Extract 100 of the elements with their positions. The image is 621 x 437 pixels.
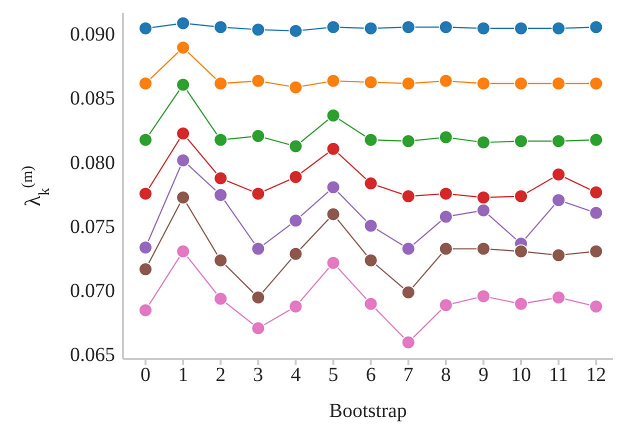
point bbox=[552, 290, 566, 304]
x-tick-label: 4 bbox=[290, 364, 301, 386]
point bbox=[364, 132, 378, 147]
x-axis-title: Bootstrap bbox=[329, 400, 407, 422]
y-tick-label: 0.080 bbox=[70, 152, 115, 174]
point bbox=[364, 75, 378, 90]
point bbox=[214, 20, 228, 34]
point bbox=[476, 190, 490, 205]
y-tick-label: 0.085 bbox=[70, 88, 115, 110]
point bbox=[552, 76, 566, 90]
point bbox=[401, 134, 416, 148]
x-tick-label: 3 bbox=[253, 364, 264, 386]
point bbox=[326, 20, 340, 34]
point bbox=[138, 132, 153, 147]
point bbox=[288, 214, 303, 228]
point bbox=[364, 253, 378, 268]
y-tick-label: 0.065 bbox=[70, 344, 115, 366]
point bbox=[326, 142, 340, 156]
point bbox=[514, 21, 528, 36]
point bbox=[514, 296, 528, 311]
point bbox=[326, 108, 340, 123]
point bbox=[364, 176, 378, 190]
point bbox=[401, 20, 416, 34]
point bbox=[438, 298, 453, 312]
point bbox=[288, 299, 303, 314]
point bbox=[176, 16, 190, 30]
point bbox=[214, 253, 228, 268]
point bbox=[552, 134, 566, 148]
point bbox=[214, 76, 228, 90]
point bbox=[176, 40, 190, 55]
point bbox=[589, 20, 604, 34]
x-tick-label: 2 bbox=[216, 364, 226, 386]
point bbox=[176, 153, 190, 168]
point bbox=[214, 171, 228, 186]
x-tick-label: 11 bbox=[548, 364, 568, 386]
point bbox=[288, 80, 303, 94]
point bbox=[438, 210, 453, 224]
point bbox=[251, 74, 266, 88]
point bbox=[251, 242, 266, 256]
x-tick-label: 7 bbox=[403, 364, 414, 386]
point bbox=[514, 76, 528, 90]
x-tick-label: 9 bbox=[478, 364, 488, 386]
point bbox=[214, 292, 228, 306]
point bbox=[476, 242, 490, 256]
point bbox=[438, 242, 453, 256]
point bbox=[476, 203, 490, 218]
point bbox=[138, 76, 153, 90]
point bbox=[401, 189, 416, 204]
point bbox=[326, 256, 340, 270]
point bbox=[288, 170, 303, 184]
x-tick-label: 0 bbox=[140, 364, 151, 386]
point bbox=[401, 285, 416, 300]
point bbox=[552, 21, 566, 36]
point bbox=[476, 135, 490, 150]
point bbox=[176, 244, 190, 258]
point bbox=[438, 20, 453, 34]
point bbox=[138, 262, 153, 276]
point bbox=[138, 186, 153, 201]
point bbox=[401, 76, 416, 90]
point bbox=[176, 190, 190, 205]
point bbox=[589, 299, 604, 314]
point bbox=[251, 321, 266, 336]
point bbox=[476, 289, 490, 304]
x-tick-label: 1 bbox=[178, 364, 188, 386]
x-tick-label: 12 bbox=[586, 364, 606, 386]
point bbox=[514, 134, 528, 148]
point bbox=[514, 244, 528, 258]
x-tick-label: 6 bbox=[366, 364, 376, 386]
y-tick-label: 0.090 bbox=[70, 24, 115, 46]
point bbox=[364, 218, 378, 233]
point bbox=[288, 139, 303, 154]
point bbox=[364, 296, 378, 311]
point bbox=[589, 244, 604, 258]
point bbox=[552, 248, 566, 262]
point bbox=[401, 335, 416, 350]
x-tick-label: 10 bbox=[511, 364, 532, 386]
point bbox=[214, 132, 228, 147]
point bbox=[288, 24, 303, 38]
point bbox=[589, 185, 604, 200]
point bbox=[438, 130, 453, 144]
point bbox=[138, 303, 153, 318]
y-tick-label: 0.075 bbox=[70, 216, 115, 238]
point bbox=[589, 132, 604, 147]
point bbox=[288, 246, 303, 261]
point bbox=[326, 180, 340, 194]
point bbox=[589, 206, 604, 220]
point bbox=[552, 167, 566, 182]
point bbox=[401, 242, 416, 256]
y-tick-label: 0.070 bbox=[70, 280, 115, 302]
point bbox=[251, 290, 266, 304]
point bbox=[552, 193, 566, 208]
point bbox=[176, 126, 190, 140]
point bbox=[251, 22, 266, 37]
point bbox=[214, 188, 228, 202]
point bbox=[251, 129, 266, 144]
point bbox=[138, 21, 153, 36]
point bbox=[326, 207, 340, 222]
point bbox=[176, 78, 190, 92]
point bbox=[364, 21, 378, 36]
point bbox=[589, 76, 604, 90]
